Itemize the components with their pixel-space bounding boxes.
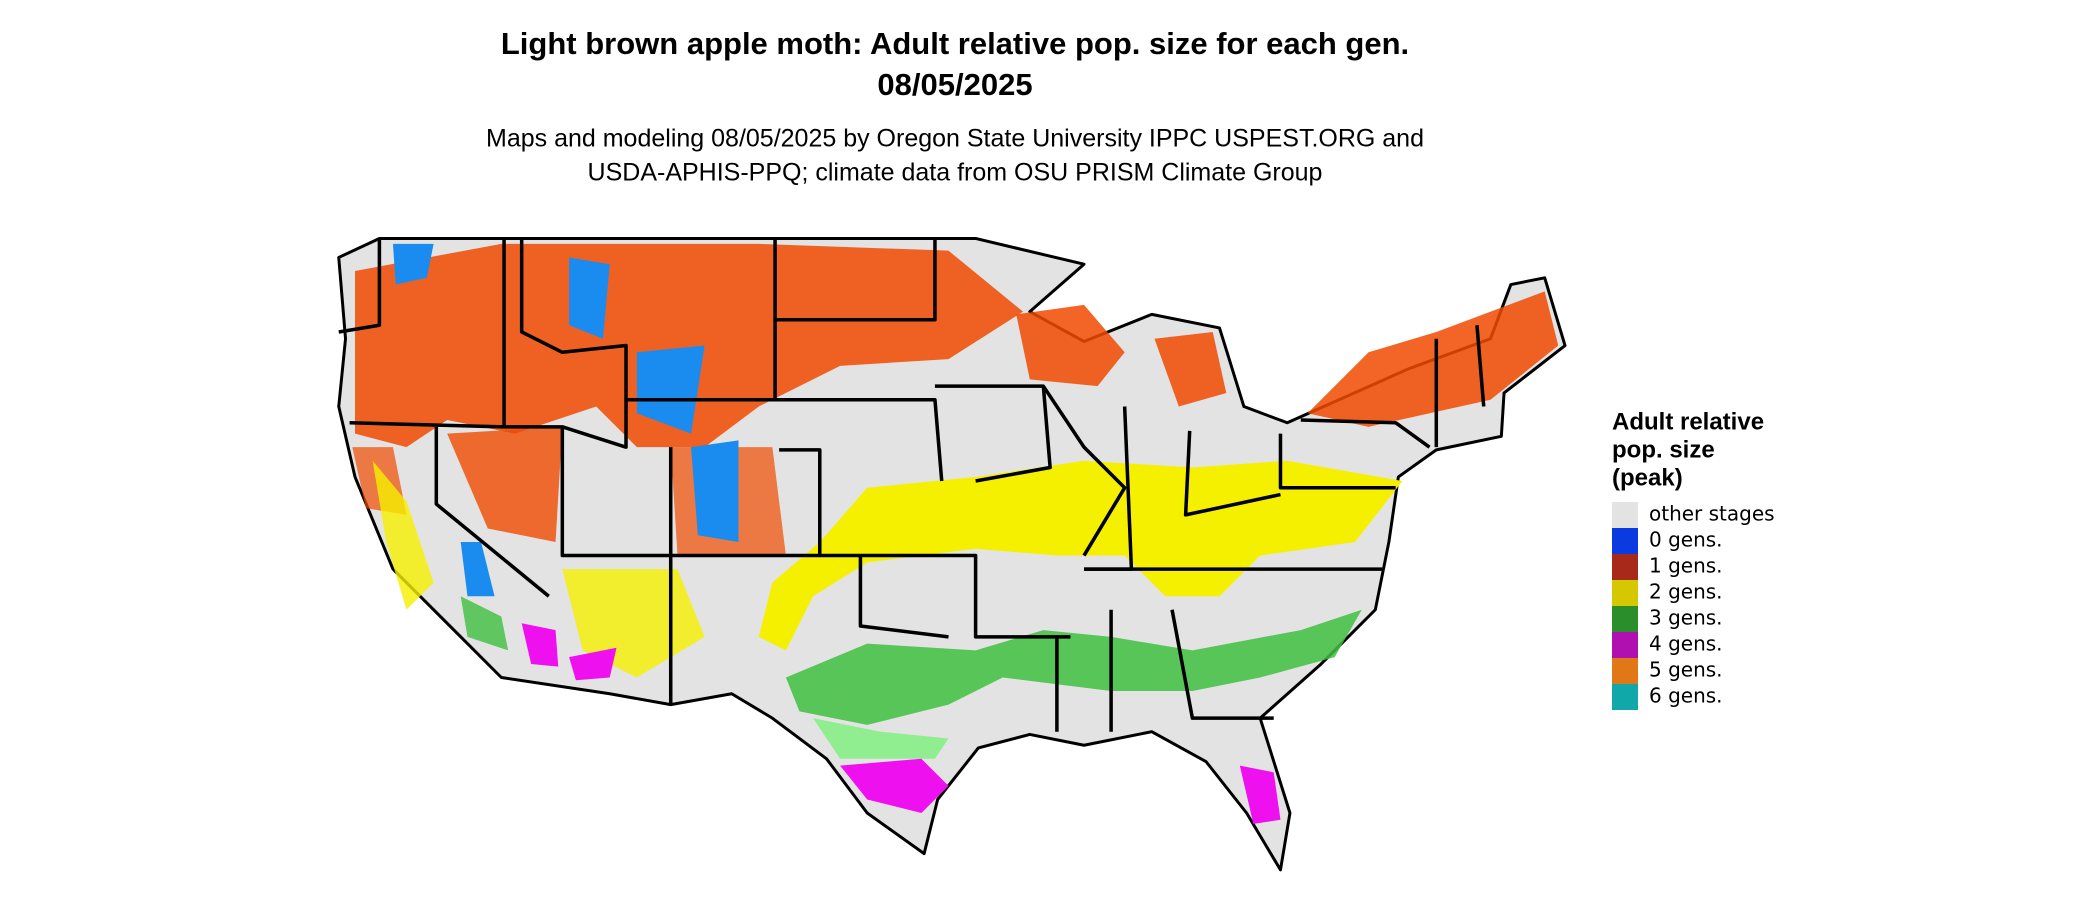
legend-label: other stages xyxy=(1649,502,1775,526)
legend-label: 6 gens. xyxy=(1649,684,1723,708)
legend-swatch xyxy=(1612,606,1638,632)
legend-label: 3 gens. xyxy=(1649,606,1723,630)
state-borders xyxy=(338,238,1486,732)
subtitle-line: USDA-APHIS-PPQ; climate data from OSU PR… xyxy=(588,159,1323,187)
legend-swatch xyxy=(1612,632,1638,658)
us-map xyxy=(337,236,1567,872)
title-line: Light brown apple moth: Adult relative p… xyxy=(501,26,1409,61)
legend-swatch xyxy=(1612,528,1638,554)
legend-swatch xyxy=(1612,684,1638,710)
legend-title-line: Adult relative xyxy=(1612,408,1764,435)
legend-label: 1 gens. xyxy=(1649,554,1723,578)
title-line: 08/05/2025 xyxy=(877,67,1032,102)
legend-title-line: (peak) xyxy=(1612,464,1683,491)
legend-swatch xyxy=(1612,554,1638,580)
legend-label: 0 gens. xyxy=(1649,528,1723,552)
region-3-gen xyxy=(460,596,1362,759)
legend-swatch xyxy=(1612,580,1638,606)
legend-label: 5 gens. xyxy=(1649,658,1723,682)
legend-label: 4 gens. xyxy=(1649,632,1723,656)
region-0-gen xyxy=(392,243,739,597)
legend-label: 2 gens. xyxy=(1649,580,1723,604)
subtitle-line: Maps and modeling 08/05/2025 by Oregon S… xyxy=(486,125,1424,153)
legend-swatch xyxy=(1612,502,1638,528)
legend-swatch xyxy=(1612,658,1638,684)
legend-title-line: pop. size xyxy=(1612,436,1715,463)
